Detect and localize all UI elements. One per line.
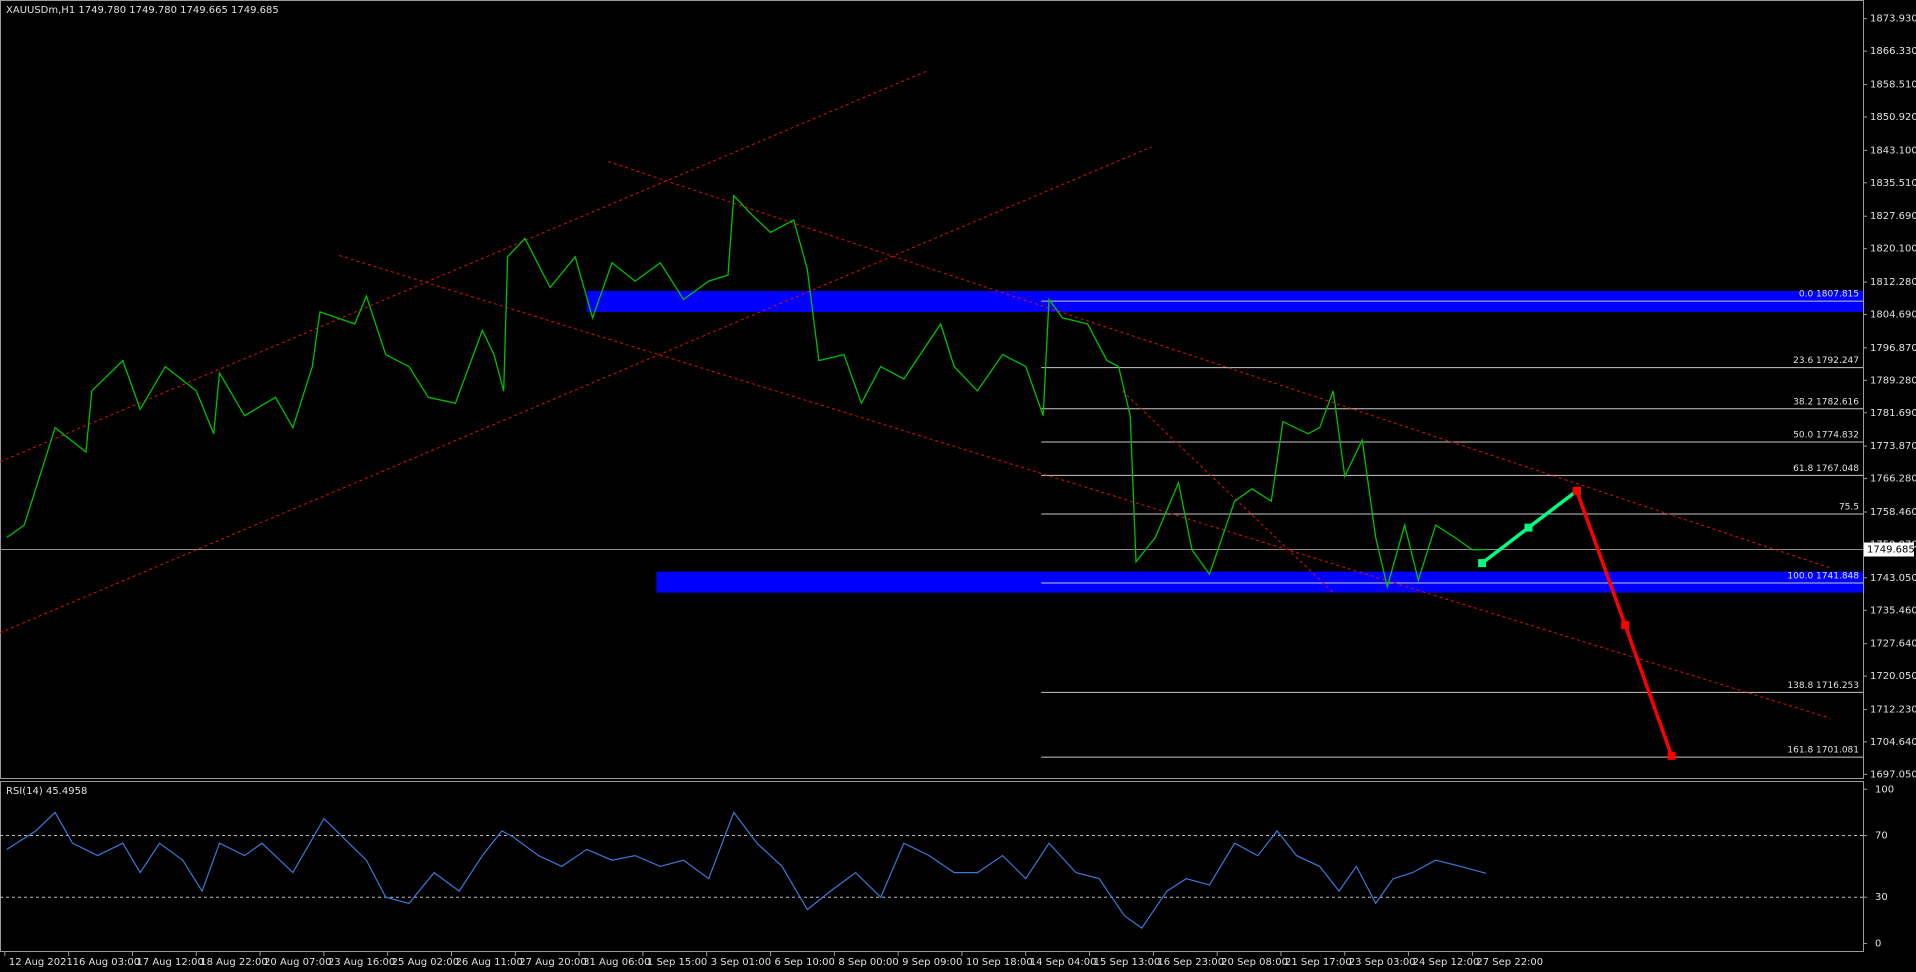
- x-tick-label: 24 Sep 12:00: [1413, 957, 1480, 968]
- y-tick-label: 1735.460: [1870, 605, 1916, 616]
- x-tick-label: 8 Sep 00:00: [838, 957, 898, 968]
- projection-point: [1478, 559, 1487, 568]
- projection-point: [1572, 486, 1581, 495]
- trendline: [0, 69, 930, 463]
- y-tick-label: 1781.690: [1870, 408, 1916, 419]
- fib-label: 75.5: [1839, 502, 1859, 512]
- fib-label: 0.0 1807.815: [1799, 290, 1859, 300]
- chart-title: XAUUSDm,H1 1749.780 1749.780 1749.665 17…: [6, 5, 279, 16]
- x-tick-label: 23 Aug 16:00: [328, 957, 395, 968]
- x-tick-label: 12 Aug 2021: [9, 957, 73, 968]
- x-tick-label: 18 Aug 22:00: [200, 957, 267, 968]
- y-tick-label: 1720.050: [1870, 671, 1916, 682]
- y-tick-label: 1704.640: [1870, 737, 1916, 748]
- fib-label: 100.0 1741.848: [1787, 571, 1859, 581]
- y-tick-label: 1789.280: [1870, 375, 1916, 386]
- zone: [656, 571, 1863, 593]
- x-tick-label: 21 Sep 17:00: [1285, 957, 1352, 968]
- y-tick-label: 1866.330: [1870, 46, 1916, 57]
- fib-label: 23.6 1792.247: [1793, 356, 1859, 366]
- rsi-title: RSI(14) 45.4958: [6, 786, 87, 797]
- last-price-label: 1749.685: [1867, 544, 1915, 555]
- y-tick-label: 1697.050: [1870, 769, 1916, 780]
- y-tick-label: 1827.690: [1870, 211, 1916, 222]
- price-pane-border: [0, 0, 1864, 779]
- trendline: [607, 161, 1831, 569]
- y-tick-label: 1743.050: [1870, 573, 1916, 584]
- trendline: [1122, 390, 1334, 593]
- projection-point: [1667, 751, 1676, 760]
- x-tick-label: 27 Aug 20:00: [519, 957, 586, 968]
- projection-point: [1524, 523, 1533, 532]
- y-tick-label: 1773.870: [1870, 441, 1916, 452]
- x-tick-label: 27 Sep 22:00: [1476, 957, 1543, 968]
- x-tick-label: 9 Sep 09:00: [902, 957, 962, 968]
- fib-label: 61.8 1767.048: [1793, 464, 1859, 474]
- y-tick-label: 1850.920: [1870, 112, 1916, 123]
- x-tick-label: 20 Sep 08:00: [1221, 957, 1288, 968]
- rsi-line: [6, 811, 1487, 929]
- x-tick-label: 10 Sep 18:00: [966, 957, 1033, 968]
- rsi-tick-label: 100: [1875, 784, 1894, 795]
- y-tick-label: 1712.230: [1870, 705, 1916, 716]
- rsi-tick-label: 70: [1875, 831, 1888, 842]
- y-tick-label: 1835.510: [1870, 178, 1916, 189]
- x-tick-label: 14 Sep 04:00: [1030, 957, 1097, 968]
- fib-label: 38.2 1782.616: [1793, 397, 1859, 407]
- x-tick-label: 16 Aug 03:00: [73, 957, 140, 968]
- x-tick-label: 20 Aug 07:00: [264, 957, 331, 968]
- projection-point: [1621, 621, 1630, 630]
- x-tick-label: 23 Sep 03:00: [1349, 957, 1416, 968]
- rsi-tick-label: 30: [1875, 892, 1888, 903]
- x-tick-label: 17 Aug 12:00: [136, 957, 203, 968]
- y-tick-label: 1858.510: [1870, 80, 1916, 91]
- last-price-box: [1864, 542, 1914, 557]
- fib-label: 50.0 1774.832: [1793, 431, 1859, 441]
- y-tick-label: 1812.280: [1870, 277, 1916, 288]
- x-tick-label: 15 Sep 13:00: [1094, 957, 1161, 968]
- y-tick-label: 1873.930: [1870, 14, 1916, 25]
- y-tick-label: 1796.870: [1870, 343, 1916, 354]
- y-tick-label: 1766.280: [1870, 474, 1916, 485]
- x-tick-label: 26 Aug 11:00: [455, 957, 522, 968]
- price-line: [6, 194, 1487, 590]
- x-tick-label: 1 Sep 15:00: [647, 957, 707, 968]
- x-tick-label: 31 Aug 06:00: [583, 957, 650, 968]
- fib-label: 161.8 1701.081: [1787, 746, 1859, 756]
- y-tick-label: 1758.460: [1870, 507, 1916, 518]
- x-tick-label: 25 Aug 02:00: [392, 957, 459, 968]
- x-tick-label: 16 Sep 23:00: [1157, 957, 1224, 968]
- trendline: [0, 146, 1152, 634]
- y-tick-label: 1727.640: [1870, 639, 1916, 650]
- y-tick-label: 1820.100: [1870, 244, 1916, 255]
- y-tick-label: 1804.690: [1870, 309, 1916, 320]
- trendline: [339, 255, 1831, 719]
- y-tick-label: 1843.100: [1870, 145, 1916, 156]
- rsi-pane-border: [0, 781, 1864, 952]
- rsi-tick-label: 0: [1875, 939, 1881, 950]
- fib-label: 138.8 1716.253: [1787, 681, 1859, 691]
- x-tick-label: 6 Sep 10:00: [775, 957, 835, 968]
- x-tick-label: 3 Sep 01:00: [711, 957, 771, 968]
